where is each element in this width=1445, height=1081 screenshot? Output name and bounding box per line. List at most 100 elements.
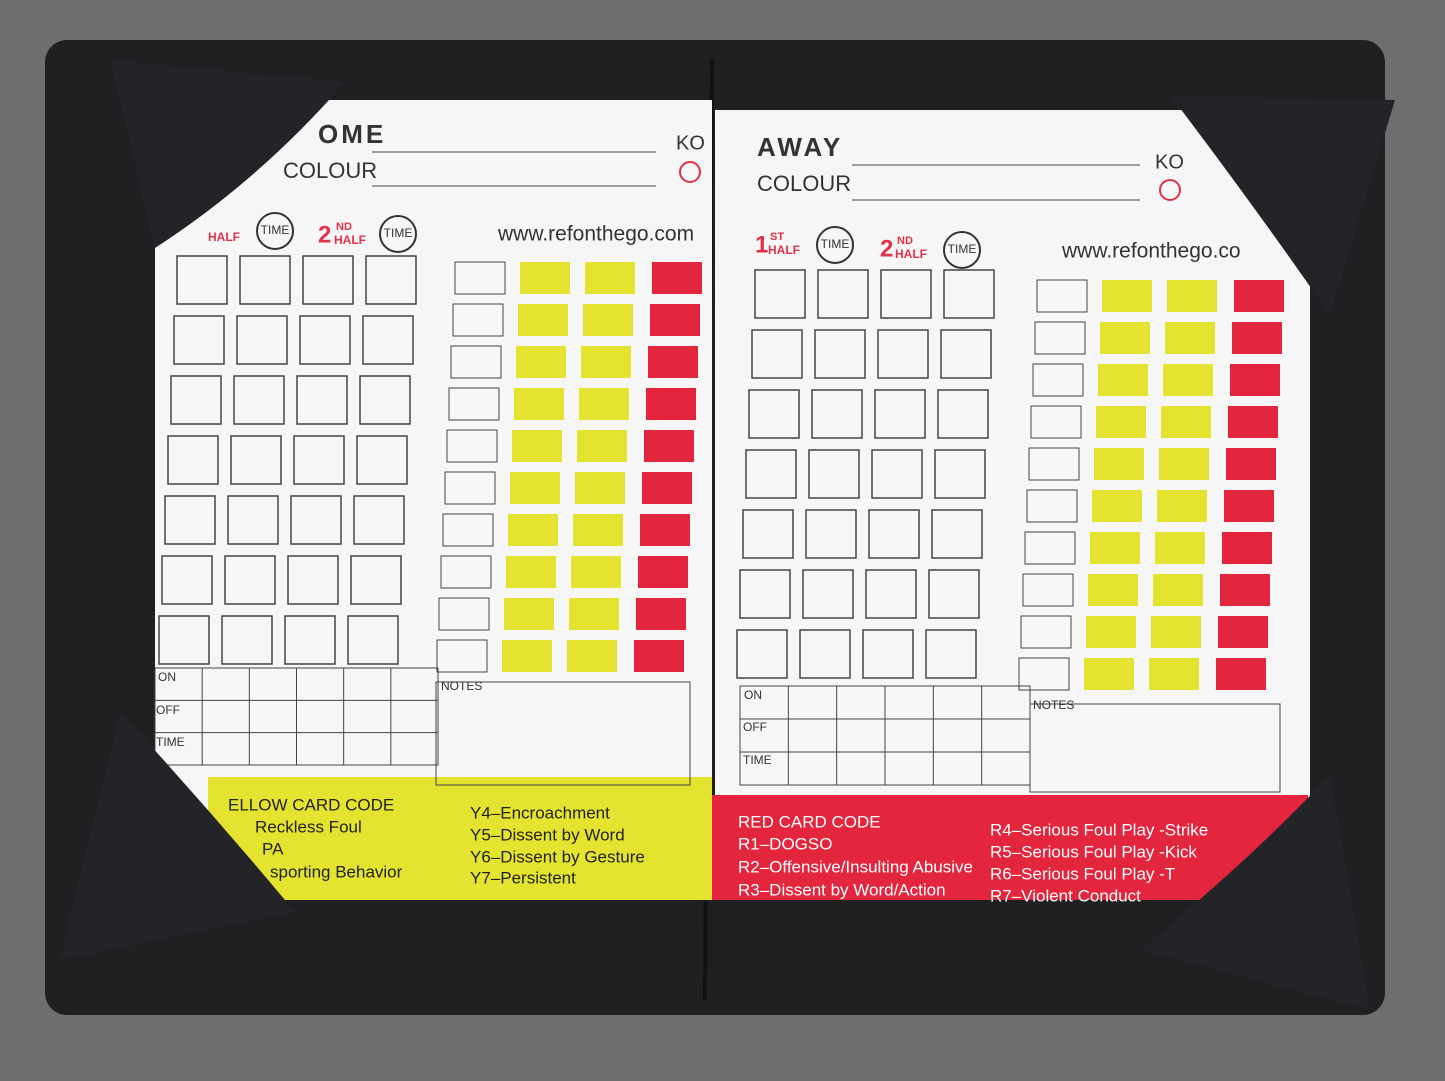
ko-circle — [1159, 179, 1181, 201]
time-box — [362, 315, 414, 365]
notes-box — [1029, 703, 1281, 793]
half-word: HALF — [895, 247, 927, 261]
time-circle — [943, 231, 981, 269]
second-yellow — [1163, 364, 1213, 396]
second-yellow — [1157, 490, 1207, 522]
yellow-card — [512, 430, 562, 462]
time-box — [805, 509, 857, 559]
red-card — [1232, 322, 1282, 354]
time-box — [299, 315, 351, 365]
number-box — [1034, 321, 1086, 355]
yellow-card — [514, 388, 564, 420]
time-box — [158, 615, 210, 665]
yellow-card — [1088, 574, 1138, 606]
red-card — [648, 346, 698, 378]
time-box — [817, 269, 869, 319]
number-box — [444, 471, 496, 505]
team-title: OME — [318, 119, 386, 149]
number-box — [1036, 279, 1088, 313]
time-box — [296, 375, 348, 425]
second-yellow — [1165, 322, 1215, 354]
time-label: TIME — [821, 237, 850, 251]
corner-pocket — [60, 712, 295, 960]
code: Reckless Foul — [255, 817, 362, 836]
time-box — [808, 449, 860, 499]
time-box — [227, 495, 279, 545]
time-box — [802, 569, 854, 619]
time-box — [928, 569, 980, 619]
second-yellow — [577, 430, 627, 462]
second-yellow — [1167, 280, 1217, 312]
second-yellow — [1153, 574, 1203, 606]
code: PA — [262, 839, 284, 858]
colour-label: COLOUR — [283, 158, 377, 183]
half-sup: ND — [897, 235, 913, 247]
time-circle — [379, 215, 417, 253]
yellow-card — [504, 598, 554, 630]
code: R2–Offensive/Insulting Abusive — [738, 857, 973, 876]
time-box — [350, 555, 402, 605]
time-box — [880, 269, 932, 319]
code: R7–Violent Conduct — [990, 886, 1141, 905]
time-box — [940, 329, 992, 379]
number-box — [448, 387, 500, 421]
code-title: ELLOW CARD CODE — [228, 795, 394, 814]
number-box — [436, 639, 488, 673]
yellow-card — [1100, 322, 1150, 354]
code: R1–DOGSO — [738, 834, 832, 853]
yellow-card — [1086, 616, 1136, 648]
red-card — [1226, 448, 1276, 480]
corner-pocket — [1170, 95, 1395, 315]
time-box — [287, 555, 339, 605]
time-box — [224, 555, 276, 605]
number-box — [452, 303, 504, 337]
number-box — [454, 261, 506, 295]
half-num: 2 — [318, 221, 331, 248]
code: Y6–Dissent by Gesture — [470, 847, 645, 866]
time-box — [739, 569, 791, 619]
half-word: HALF — [768, 243, 800, 257]
subs-table — [154, 667, 439, 766]
time-label: TIME — [948, 242, 977, 256]
red-card — [1218, 616, 1268, 648]
time-box — [931, 509, 983, 559]
code: sporting Behavior — [270, 862, 403, 881]
time-box — [934, 449, 986, 499]
yellow-card — [520, 262, 570, 294]
time-box — [173, 315, 225, 365]
number-box — [1028, 447, 1080, 481]
second-yellow — [581, 346, 631, 378]
right-card: AWAY COLOUR KO 1 ST HALF TIME 2 ND HALF … — [712, 110, 1310, 905]
time-circle — [816, 226, 854, 264]
time-box — [164, 495, 216, 545]
red-band — [712, 795, 1308, 900]
time-box — [871, 449, 923, 499]
number-box — [442, 513, 494, 547]
time-box — [170, 375, 222, 425]
yellow-card — [1098, 364, 1148, 396]
time-label: TIME — [384, 226, 413, 240]
time-box — [233, 375, 285, 425]
time-box — [937, 389, 989, 439]
yellow-card — [516, 346, 566, 378]
red-card — [638, 556, 688, 588]
time-box — [874, 389, 926, 439]
yellow-card — [1084, 658, 1134, 690]
number-box — [440, 555, 492, 589]
half-num: 2 — [880, 235, 893, 262]
yellow-card — [1094, 448, 1144, 480]
red-card — [1220, 574, 1270, 606]
time-box — [293, 435, 345, 485]
half-num: 1 — [755, 231, 768, 258]
notes-label: NOTES — [1033, 698, 1074, 712]
second-yellow — [579, 388, 629, 420]
notes-label: NOTES — [441, 679, 482, 693]
number-box — [1032, 363, 1084, 397]
code: Y7–Persistent — [470, 868, 576, 887]
card-paper — [715, 110, 1310, 900]
second-yellow — [1155, 532, 1205, 564]
yellow-card — [1102, 280, 1152, 312]
yellow-card — [510, 472, 560, 504]
code: R6–Serious Foul Play -T — [990, 864, 1175, 883]
